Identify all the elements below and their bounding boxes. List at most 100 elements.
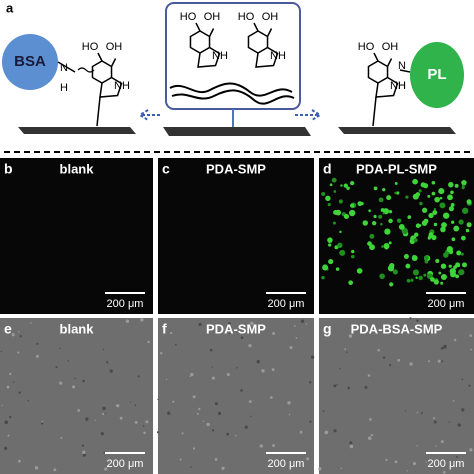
speckle — [416, 445, 418, 447]
fluorescent-spot — [451, 237, 456, 242]
fluorescent-spot — [433, 279, 439, 285]
fluorescent-spot — [415, 223, 421, 228]
atom-label: N — [60, 62, 68, 74]
arrow — [295, 109, 322, 121]
fluorescent-spot — [461, 262, 468, 268]
speckle — [74, 377, 76, 380]
speckle — [198, 322, 202, 327]
substrate — [18, 127, 136, 134]
fluorescent-spot — [438, 188, 445, 195]
speckle — [94, 419, 96, 421]
atom-label: NH — [212, 50, 228, 62]
speckle — [198, 407, 201, 410]
speckle — [226, 432, 230, 436]
fluorescent-spot — [394, 191, 398, 195]
speckle — [441, 360, 444, 363]
fluorescent-spot — [466, 199, 472, 205]
fluorescent-spot — [412, 254, 416, 259]
fluorescent-spot — [392, 269, 398, 275]
fluorescent-spot — [412, 193, 419, 200]
fluorescent-spot — [343, 183, 348, 188]
ring — [99, 76, 123, 98]
speckle — [364, 386, 368, 389]
fluorescent-spot — [405, 263, 411, 269]
speckle — [261, 369, 265, 373]
speckle — [377, 348, 380, 352]
speckle — [433, 417, 436, 420]
speckle — [196, 412, 199, 415]
speckle — [9, 415, 12, 419]
speckle — [4, 446, 8, 450]
fluorescent-spot — [369, 233, 375, 239]
fluorescent-spot — [418, 275, 423, 281]
micrograph — [158, 158, 314, 314]
ring — [255, 46, 279, 68]
speckle — [344, 348, 347, 351]
speckle — [134, 420, 138, 424]
speckle — [461, 408, 465, 412]
speckle — [140, 318, 144, 322]
micrograph — [319, 318, 474, 474]
fluorescent-spot — [439, 202, 446, 209]
fluorescent-spot — [448, 181, 454, 188]
fluorescent-spot — [356, 268, 363, 274]
fluorescent-spot — [351, 249, 355, 254]
fluorescent-spot — [382, 188, 386, 192]
speckle — [295, 337, 298, 339]
fluorescent-spot — [384, 228, 391, 235]
arrow — [138, 109, 160, 121]
protein-pl — [410, 42, 464, 108]
speckle — [82, 450, 86, 454]
fluorescent-spot — [428, 212, 434, 219]
speckle — [167, 411, 171, 415]
speckle — [226, 373, 230, 377]
panel-title: PDA-SMP — [206, 161, 266, 176]
speckle — [211, 429, 215, 432]
fluorescent-spot — [440, 281, 444, 285]
fluorescent-spot — [414, 232, 419, 237]
speckle — [367, 374, 371, 377]
speckle — [174, 343, 177, 346]
fluorescent-spot — [458, 219, 464, 225]
speckle — [394, 460, 398, 464]
speckle — [209, 348, 213, 352]
speckle — [395, 326, 397, 328]
speckle — [221, 466, 225, 470]
speckle — [240, 389, 243, 392]
speckle — [192, 447, 196, 450]
speckle — [72, 385, 76, 389]
fluorescent-spot — [333, 210, 338, 215]
fluorescent-spot — [369, 244, 375, 251]
fluorescent-spot — [427, 194, 431, 198]
speckle — [349, 444, 354, 449]
fluorescent-spot — [423, 273, 427, 277]
fluorescent-spot — [454, 183, 459, 188]
speckle — [470, 348, 473, 351]
speckle — [18, 459, 21, 463]
speckle — [59, 381, 63, 385]
speckle — [437, 359, 441, 363]
speckle — [60, 436, 63, 439]
speckle — [382, 356, 386, 359]
speckle — [40, 422, 44, 425]
fluorescent-spot — [466, 222, 472, 228]
fluorescent-spot — [378, 197, 384, 203]
fluorescent-spot — [440, 226, 446, 233]
speckle — [322, 410, 325, 412]
speckle — [7, 434, 10, 437]
fluorescent-spot — [386, 195, 392, 201]
fluorescent-spot — [325, 195, 331, 202]
speckle — [442, 345, 447, 349]
fluorescent-spot — [332, 221, 336, 225]
speckle — [227, 321, 231, 325]
fluorescent-spot — [461, 235, 466, 241]
fluorescent-spot — [442, 212, 450, 219]
fluorescent-spot — [321, 275, 325, 280]
fluorescent-spot — [388, 209, 393, 214]
speckle — [409, 317, 412, 320]
speckle — [293, 325, 296, 327]
speckle — [426, 331, 431, 335]
panel-label: d — [323, 161, 332, 177]
fluorescent-spot — [441, 222, 447, 228]
speckle — [145, 420, 149, 424]
